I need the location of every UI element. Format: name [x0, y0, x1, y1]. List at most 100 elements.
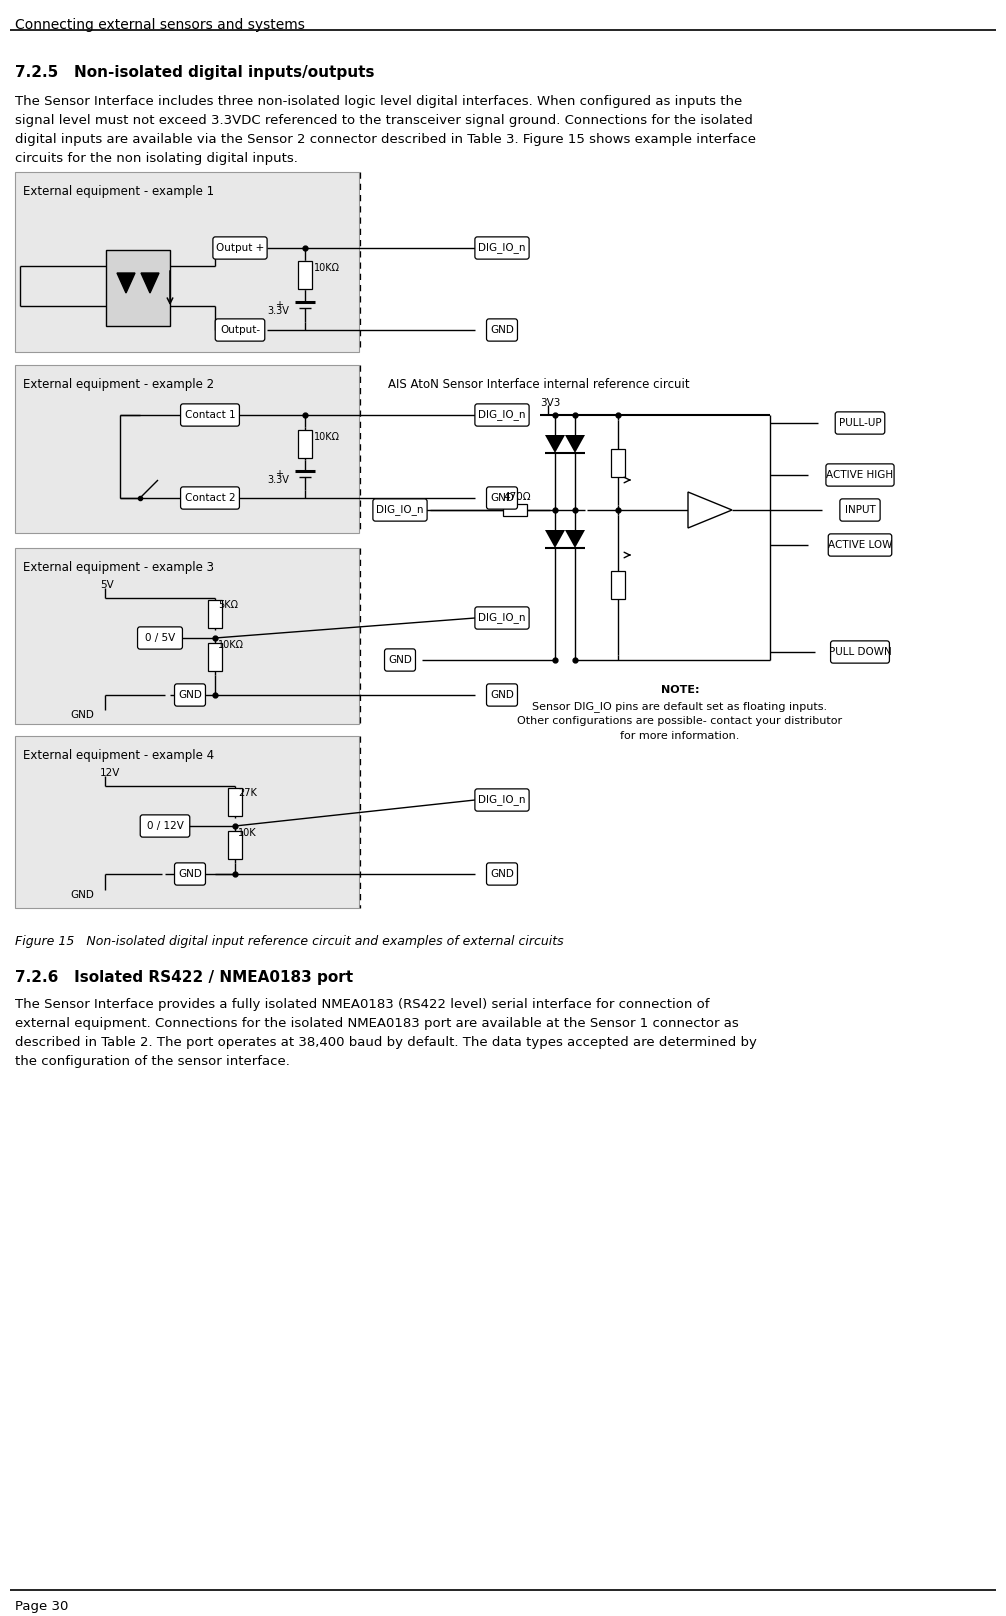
- Bar: [228, 831, 242, 858]
- Text: Output +: Output +: [216, 242, 265, 254]
- Text: 7.2.6   Isolated RS422 / NMEA0183 port: 7.2.6 Isolated RS422 / NMEA0183 port: [15, 970, 353, 986]
- FancyBboxPatch shape: [475, 404, 529, 427]
- Text: NOTE:: NOTE:: [661, 685, 699, 695]
- FancyBboxPatch shape: [487, 684, 517, 706]
- Text: DIG_IO_n: DIG_IO_n: [478, 242, 526, 254]
- FancyBboxPatch shape: [831, 642, 889, 663]
- Bar: [15, 171, 359, 352]
- Text: PULL-UP: PULL-UP: [839, 419, 881, 428]
- Text: 0 / 12V: 0 / 12V: [147, 821, 183, 831]
- Text: GND: GND: [490, 493, 514, 503]
- Text: 7.2.5   Non-isolated digital inputs/outputs: 7.2.5 Non-isolated digital inputs/output…: [15, 65, 374, 81]
- Text: Contact 1: Contact 1: [185, 410, 235, 420]
- Text: GND: GND: [490, 690, 514, 700]
- Bar: [15, 365, 359, 533]
- FancyBboxPatch shape: [475, 608, 529, 629]
- Text: Figure 15   Non-isolated digital input reference circuit and examples of externa: Figure 15 Non-isolated digital input ref…: [15, 936, 563, 949]
- Bar: [298, 430, 312, 457]
- Polygon shape: [141, 273, 159, 292]
- Text: Connecting external sensors and systems: Connecting external sensors and systems: [15, 18, 305, 32]
- Bar: [503, 504, 527, 516]
- Text: ACTIVE LOW: ACTIVE LOW: [828, 540, 892, 549]
- Text: External equipment - example 1: External equipment - example 1: [23, 184, 214, 199]
- FancyBboxPatch shape: [826, 464, 894, 486]
- Text: GND: GND: [70, 709, 94, 721]
- Text: PULL DOWN: PULL DOWN: [829, 646, 891, 658]
- Bar: [208, 643, 222, 671]
- Text: 0 / 5V: 0 / 5V: [145, 633, 175, 643]
- FancyBboxPatch shape: [475, 789, 529, 811]
- Text: 470Ω: 470Ω: [503, 491, 530, 503]
- Text: +: +: [275, 301, 283, 310]
- Polygon shape: [688, 491, 732, 528]
- Text: The Sensor Interface includes three non-isolated logic level digital interfaces.: The Sensor Interface includes three non-…: [15, 95, 742, 108]
- Text: DIG_IO_n: DIG_IO_n: [478, 612, 526, 624]
- Text: 5V: 5V: [100, 580, 114, 590]
- FancyBboxPatch shape: [475, 238, 529, 259]
- Text: GND: GND: [178, 869, 202, 879]
- FancyBboxPatch shape: [828, 533, 891, 556]
- Bar: [298, 262, 312, 289]
- Text: circuits for the non isolating digital inputs.: circuits for the non isolating digital i…: [15, 152, 298, 165]
- Polygon shape: [565, 435, 585, 452]
- Text: 12V: 12V: [100, 768, 121, 777]
- FancyBboxPatch shape: [180, 404, 239, 427]
- Bar: [611, 449, 625, 477]
- FancyBboxPatch shape: [174, 684, 205, 706]
- Bar: [106, 250, 170, 326]
- Polygon shape: [117, 273, 135, 292]
- Text: ACTIVE HIGH: ACTIVE HIGH: [827, 470, 893, 480]
- Text: 10KΩ: 10KΩ: [314, 263, 340, 273]
- Text: described in Table 2. The port operates at 38,400 baud by default. The data type: described in Table 2. The port operates …: [15, 1036, 757, 1049]
- FancyBboxPatch shape: [215, 318, 265, 341]
- Text: External equipment - example 3: External equipment - example 3: [23, 561, 214, 574]
- FancyBboxPatch shape: [138, 627, 182, 650]
- Bar: [228, 789, 242, 816]
- FancyBboxPatch shape: [174, 863, 205, 886]
- FancyBboxPatch shape: [487, 486, 517, 509]
- Text: DIG_IO_n: DIG_IO_n: [478, 409, 526, 420]
- FancyBboxPatch shape: [180, 486, 239, 509]
- Polygon shape: [545, 435, 565, 452]
- Bar: [15, 548, 359, 724]
- Text: GND: GND: [178, 690, 202, 700]
- FancyBboxPatch shape: [840, 499, 880, 520]
- Text: digital inputs are available via the Sensor 2 connector described in Table 3. Fi: digital inputs are available via the Sen…: [15, 133, 756, 145]
- Text: Page 30: Page 30: [15, 1600, 68, 1613]
- Text: The Sensor Interface provides a fully isolated NMEA0183 (RS422 level) serial int: The Sensor Interface provides a fully is…: [15, 999, 709, 1012]
- Text: AIS AtoN Sensor Interface internal reference circuit: AIS AtoN Sensor Interface internal refer…: [388, 378, 690, 391]
- Text: Other configurations are possible- contact your distributor: Other configurations are possible- conta…: [517, 716, 843, 726]
- Bar: [208, 600, 222, 629]
- FancyBboxPatch shape: [373, 499, 428, 520]
- Text: +: +: [275, 469, 283, 478]
- Text: Output-: Output-: [220, 325, 261, 335]
- Text: 10K: 10K: [238, 827, 257, 839]
- Bar: [611, 570, 625, 600]
- Text: 10KΩ: 10KΩ: [218, 640, 244, 650]
- Text: 10KΩ: 10KΩ: [314, 431, 340, 441]
- FancyBboxPatch shape: [487, 318, 517, 341]
- Text: INPUT: INPUT: [845, 504, 875, 516]
- FancyBboxPatch shape: [384, 650, 415, 671]
- Polygon shape: [565, 530, 585, 548]
- Text: signal level must not exceed 3.3VDC referenced to the transceiver signal ground.: signal level must not exceed 3.3VDC refe…: [15, 115, 752, 128]
- FancyBboxPatch shape: [140, 814, 190, 837]
- Text: GND: GND: [490, 325, 514, 335]
- Text: DIG_IO_n: DIG_IO_n: [376, 504, 424, 516]
- Polygon shape: [545, 530, 565, 548]
- Text: Contact 2: Contact 2: [185, 493, 235, 503]
- FancyBboxPatch shape: [487, 863, 517, 886]
- Text: the configuration of the sensor interface.: the configuration of the sensor interfac…: [15, 1055, 290, 1068]
- Text: External equipment - example 4: External equipment - example 4: [23, 748, 214, 763]
- Text: 27K: 27K: [238, 789, 257, 798]
- Text: external equipment. Connections for the isolated NMEA0183 port are available at : external equipment. Connections for the …: [15, 1016, 738, 1029]
- FancyBboxPatch shape: [835, 412, 884, 435]
- Text: 5KΩ: 5KΩ: [218, 600, 238, 609]
- Text: DIG_IO_n: DIG_IO_n: [478, 795, 526, 805]
- Text: External equipment - example 2: External equipment - example 2: [23, 378, 214, 391]
- Text: 3.3V: 3.3V: [267, 475, 289, 485]
- Text: GND: GND: [490, 869, 514, 879]
- Bar: [15, 735, 359, 908]
- Text: Sensor DIG_IO pins are default set as floating inputs.: Sensor DIG_IO pins are default set as fl…: [532, 701, 828, 713]
- Text: GND: GND: [70, 890, 94, 900]
